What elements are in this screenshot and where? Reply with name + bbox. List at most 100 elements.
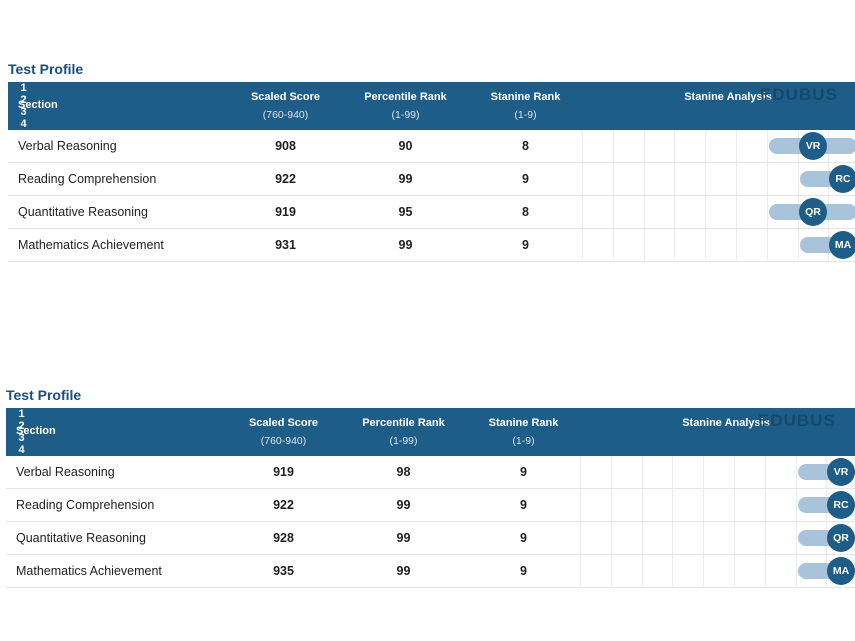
stanine-badge: RC <box>827 491 855 519</box>
header-section: Section <box>16 425 56 437</box>
stanine-grid-line <box>643 163 645 195</box>
table-row: Quantitative Reasoning 919 95 8 QR <box>8 196 855 229</box>
table-row: Quantitative Reasoning 928 99 9 QR <box>6 522 855 555</box>
stanine-grid-line <box>612 163 614 195</box>
stanine-grid-line <box>610 522 612 554</box>
table-header: Section Scaled Score (760-940) Percentile R… <box>8 82 855 190</box>
stanine-grid-line <box>736 229 737 261</box>
header-percentile-rank-label: Percentile Rank <box>362 417 445 429</box>
header-scaled-score-range: (760-940) <box>262 109 309 121</box>
stanine-grid-line <box>610 456 612 488</box>
stanine-rank: 9 <box>520 498 527 512</box>
header-stanine-4: 4 <box>18 444 25 456</box>
watermark-logo: EDUBUS <box>758 411 836 430</box>
stanine-badge: QR <box>827 524 855 552</box>
header-stanine-2: 2 <box>18 420 25 432</box>
table-header: Section Scaled Score (760-940) Percentile R… <box>6 408 855 516</box>
section-name: Quantitative Reasoning <box>16 531 146 545</box>
percentile-rank: 99 <box>398 172 413 186</box>
header-scaled-score-label: Scaled Score <box>250 91 321 103</box>
stanine-grid-line <box>766 163 768 195</box>
watermark-logo: EDUBUS <box>760 85 838 104</box>
header-stanine-5: 5 <box>18 456 25 468</box>
stanine-grid-line <box>643 229 645 261</box>
table-row: Reading Comprehension 922 99 9 RC <box>8 163 855 196</box>
header-stanine-6: 6 <box>18 468 25 480</box>
stanine-grid-line <box>766 130 768 162</box>
stanine-badge: MA <box>827 557 855 585</box>
stanine-grid-line <box>795 522 797 554</box>
stanine-grid-line <box>705 163 707 195</box>
stanine-grid-line <box>674 130 676 162</box>
scaled-score: 935 <box>273 564 294 578</box>
header-stanine-rank-range: (1-9) <box>514 109 537 121</box>
stanine-rank: 8 <box>522 139 529 153</box>
stanine-rank: 9 <box>520 564 527 578</box>
stanine-grid-line <box>703 456 705 488</box>
header-stanine-3: 3 <box>20 106 27 118</box>
header-stanine-4: 4 <box>20 118 27 130</box>
section-name: Mathematics Achievement <box>18 238 164 252</box>
stanine-grid-line <box>736 130 737 162</box>
header-scaled-score-range: (760-940) <box>260 435 307 447</box>
stanine-grid-line <box>672 522 674 554</box>
stanine-grid-line <box>582 130 583 162</box>
stanine-rank: 8 <box>522 205 529 219</box>
stanine-grid-line <box>674 229 676 261</box>
header-stanine-1: 1 <box>18 408 25 420</box>
stanine-grid-line <box>582 229 583 261</box>
table-row: Verbal Reasoning 908 90 8 VR <box>8 130 855 163</box>
header-percentile-rank: Percentile Rank (1-99) <box>353 91 458 121</box>
stanine-grid-line <box>736 196 737 228</box>
header-scaled-score: Scaled Score (760-940) <box>238 91 333 121</box>
scaled-score: 928 <box>273 531 294 545</box>
stanine-grid-line <box>734 522 735 554</box>
stanine-grid-line <box>795 555 797 587</box>
percentile-rank: 95 <box>398 205 413 219</box>
header-percentile-rank-range: (1-99) <box>391 109 420 121</box>
stanine-badge: VR <box>799 132 827 160</box>
header-percentile-rank-range: (1-99) <box>389 435 418 447</box>
stanine-grid-line <box>612 130 614 162</box>
stanine-grid-line <box>672 456 674 488</box>
scaled-score: 922 <box>273 498 294 512</box>
stanine-grid-line <box>612 229 614 261</box>
section-name: Reading Comprehension <box>16 498 155 512</box>
stanine-grid-line <box>641 489 643 521</box>
stanine-grid-line <box>580 522 581 554</box>
stanine-grid-line <box>705 196 707 228</box>
stanine-rank: 9 <box>520 465 527 479</box>
stanine-grid-line <box>797 229 799 261</box>
stanine-grid-line <box>734 489 735 521</box>
header-percentile-rank: Percentile Rank (1-99) <box>351 417 456 447</box>
stanine-rank: 9 <box>522 172 529 186</box>
stanine-grid-line <box>582 196 583 228</box>
stanine-grid-line <box>703 555 705 587</box>
stanine-grid-line <box>795 456 797 488</box>
stanine-grid-line <box>703 489 705 521</box>
stanine-grid-line <box>764 456 766 488</box>
header-stanine-rank: Stanine Rank (1-9) <box>478 91 573 121</box>
header-scaled-score-label: Scaled Score <box>248 417 319 429</box>
stanine-grid-line <box>764 522 766 554</box>
stanine-grid-line <box>672 489 674 521</box>
stanine-grid-line <box>797 163 799 195</box>
header-stanine-7: 7 <box>18 480 25 492</box>
header-stanine-rank-label: Stanine Rank <box>488 417 559 429</box>
stanine-grid-line <box>734 555 735 587</box>
test-profile-1: Test Profile Section Scaled Score (760-940)… <box>8 56 855 262</box>
stanine-grid-line <box>672 555 674 587</box>
stanine-grid-line <box>610 489 612 521</box>
section-name: Quantitative Reasoning <box>18 205 148 219</box>
profile-title: Test Profile <box>6 387 82 403</box>
header-stanine-analysis: Stanine Analysis <box>684 91 772 103</box>
section-name: Mathematics Achievement <box>16 564 162 578</box>
percentile-rank: 99 <box>396 531 411 545</box>
stanine-grid-line <box>674 163 676 195</box>
stanine-grid-line <box>580 489 581 521</box>
header-stanine-rank-range: (1-9) <box>512 435 535 447</box>
table-row: Verbal Reasoning 919 98 9 VR <box>6 456 855 489</box>
scaled-score: 922 <box>275 172 296 186</box>
stanine-grid-line <box>674 196 676 228</box>
header-stanine-7: 7 <box>20 154 27 166</box>
